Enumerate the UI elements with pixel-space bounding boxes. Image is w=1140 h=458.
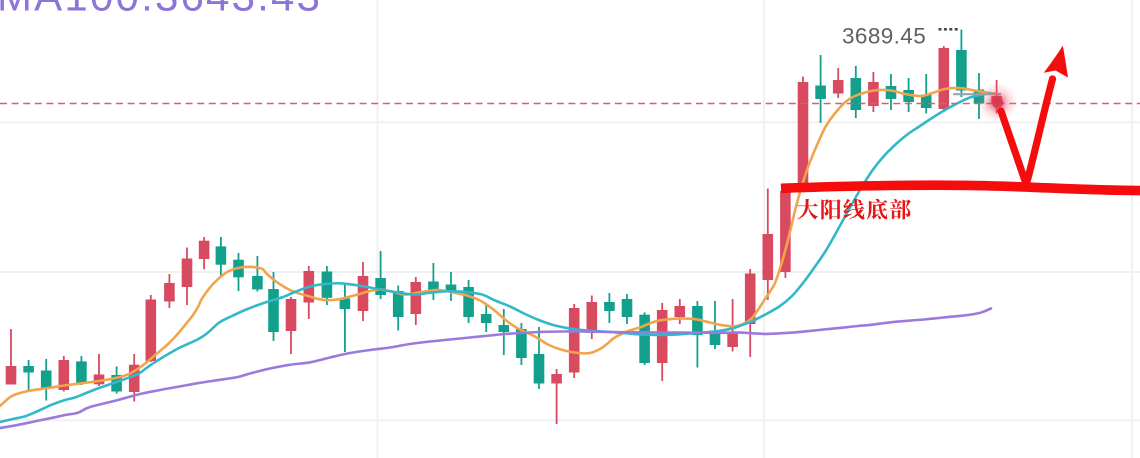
svg-text:3689.45: 3689.45 [842, 24, 926, 49]
svg-text:MA100:3643.43: MA100:3643.43 [0, 0, 322, 20]
